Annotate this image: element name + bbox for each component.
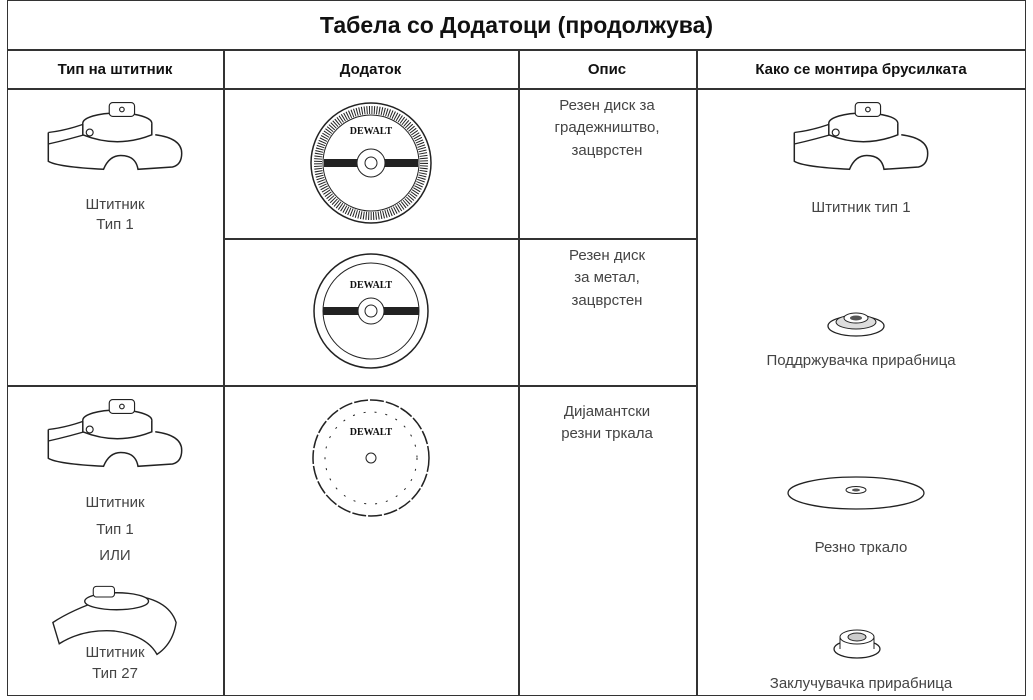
- guard-label: Тип 1: [96, 521, 134, 538]
- description: зацврстен: [571, 142, 643, 159]
- description: Резен диск: [568, 247, 646, 264]
- table-frame: [7, 0, 1026, 696]
- guard-icon: [20, 98, 210, 190]
- description: Дијамантски: [563, 403, 651, 420]
- header: Опис: [587, 61, 627, 78]
- brand: DEWALT: [350, 427, 393, 438]
- title: Табела со Додатоци (продолжува): [319, 12, 714, 38]
- rule: [7, 49, 1026, 51]
- wheel-icon: [787, 476, 925, 510]
- guard-label: Тип 27: [92, 665, 138, 682]
- brand: DEWALT: [350, 126, 393, 137]
- guard-label: Тип 1: [96, 216, 134, 233]
- rule: [223, 238, 697, 240]
- description: за метал,: [574, 269, 640, 286]
- brand: DEWALT: [350, 280, 393, 291]
- guard-label: Штитник: [85, 644, 145, 661]
- mount-label: Штитник тип 1: [811, 199, 911, 216]
- header: Тип на штитник: [57, 61, 173, 78]
- mount-label: Заклучувачка прирабница: [769, 675, 953, 692]
- rule: [696, 49, 698, 696]
- flange-icon: [827, 312, 885, 337]
- guard-label: Штитник: [85, 494, 145, 511]
- description: резни тркала: [561, 425, 653, 442]
- header: Како се монтира брусилката: [755, 61, 967, 78]
- disc-icon: DEWALT: [312, 399, 430, 517]
- rule: [7, 88, 1026, 90]
- description: градежништво,: [554, 119, 660, 136]
- rule: [7, 385, 697, 387]
- rule: [518, 49, 520, 696]
- disc-icon: DEWALT: [310, 102, 432, 224]
- guard-icon: [766, 98, 956, 190]
- rule: [223, 49, 225, 696]
- mount-label: Резно тркало: [814, 539, 908, 556]
- guard-icon: [20, 395, 210, 487]
- guard-label: ИЛИ: [99, 547, 131, 564]
- description: зацврстен: [571, 292, 643, 309]
- guard-label: Штитник: [85, 196, 145, 213]
- mount-label: Поддржувачка прирабница: [766, 352, 956, 369]
- lock-flange-icon: [833, 629, 881, 659]
- disc-icon: DEWALT: [313, 253, 429, 369]
- description: Резен диск за: [559, 97, 655, 114]
- header: Додаток: [339, 61, 402, 78]
